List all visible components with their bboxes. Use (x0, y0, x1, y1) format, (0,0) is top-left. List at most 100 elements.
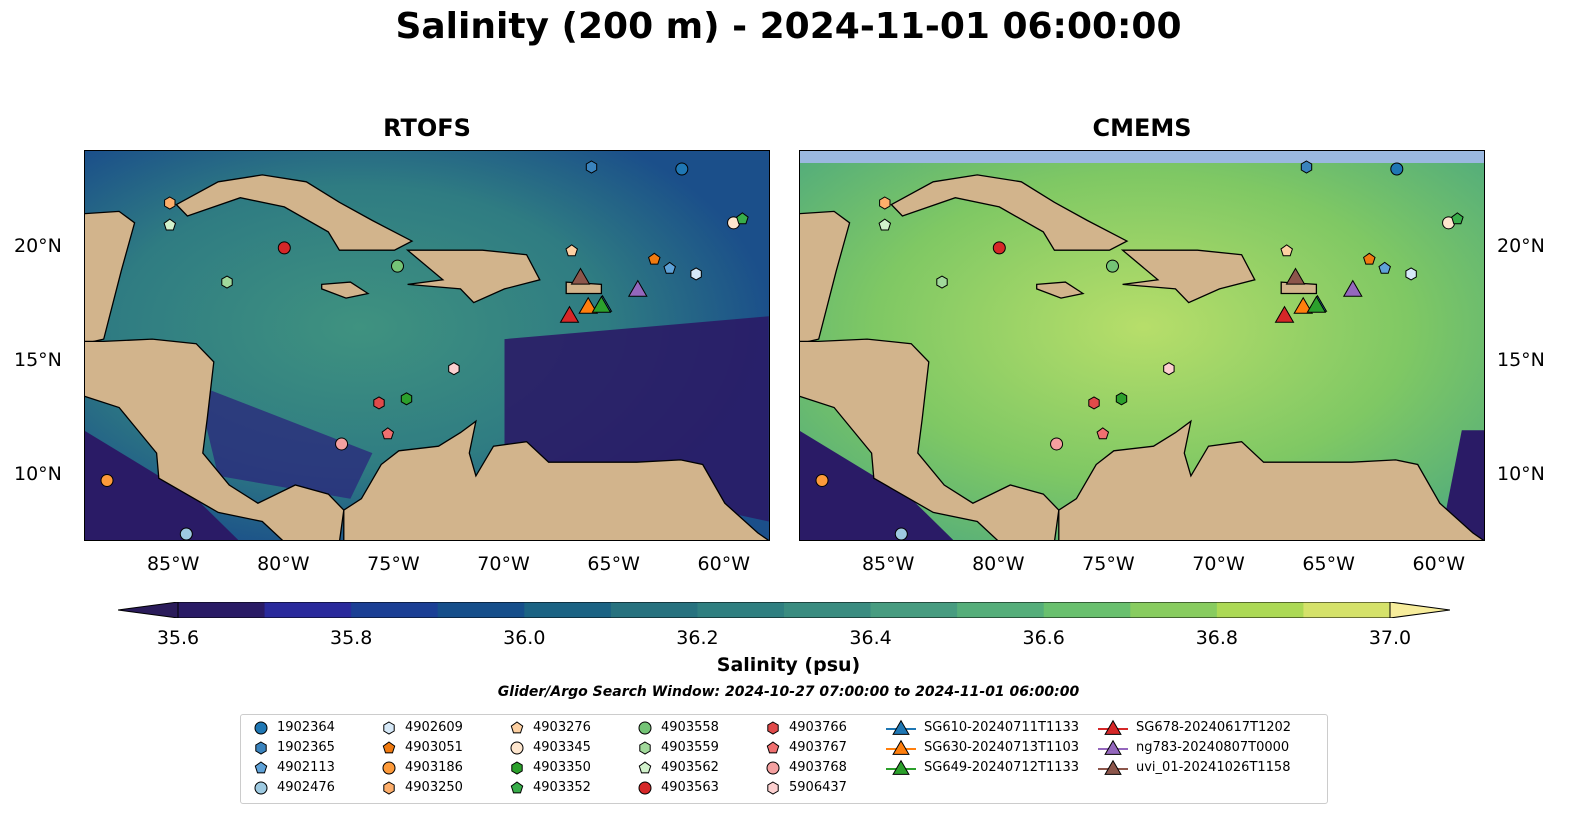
pentagon-marker-icon (510, 720, 524, 733)
argo-marker-4903766 (1088, 396, 1100, 410)
colorbar-bin (1303, 602, 1391, 618)
argo-marker-4903352 (736, 212, 749, 225)
colorbar-under-extension (118, 602, 179, 618)
hexagon-marker-icon (511, 760, 523, 775)
argo-marker-1902365 (585, 160, 598, 174)
legend-item-SG649-20240712T1133: SG649-20240712T1133 (886, 758, 1079, 778)
land-jam (1036, 281, 1085, 299)
glider-marker-SG678-20240617T1202 (1274, 305, 1295, 323)
argo-marker-4903276 (565, 244, 578, 257)
lon-tick-label: 85°W (146, 553, 200, 575)
legend-item-4903766: 4903766 (765, 718, 847, 738)
triangle-marker-icon (1098, 759, 1128, 775)
hexagon-marker-icon (383, 720, 395, 735)
pentagon-marker-icon (766, 740, 780, 753)
legend-item-4902113: 4902113 (253, 758, 335, 778)
colorbar-bin (351, 602, 439, 618)
colorbar-label: Salinity (psu) (716, 654, 861, 676)
colorbar-tick-label: 35.8 (329, 627, 373, 649)
legend-item-SG630-20240713T1103: SG630-20240713T1103 (886, 738, 1079, 758)
argo-marker-4903051 (1363, 252, 1376, 265)
legend-item-4903562: 4903562 (637, 758, 719, 778)
argo-marker-4903767 (381, 427, 395, 440)
lon-tick-label: 85°W (861, 553, 915, 575)
argo-marker-1902365 (1300, 160, 1313, 174)
colorbar-bin (784, 602, 872, 618)
argo-marker-4903350 (1115, 392, 1128, 406)
panel-title-cmems: CMEMS (1092, 114, 1192, 142)
colorbar-bin (1130, 602, 1218, 618)
colorbar (118, 602, 1450, 618)
argo-marker-4903559 (936, 275, 948, 289)
circle-marker-icon (766, 761, 780, 774)
legend-item-4903563: 4903563 (637, 778, 719, 798)
argo-marker-4902113 (663, 261, 676, 274)
rtofs-map (84, 150, 770, 541)
argo-marker-4902476 (894, 527, 908, 540)
legend-item-4902609: 4902609 (381, 718, 463, 738)
legend-item-4903350: 4903350 (509, 758, 591, 778)
map-canvas (800, 151, 1484, 540)
argo-marker-4903558 (390, 259, 404, 273)
argo-marker-5906437 (1163, 362, 1175, 376)
argo-marker-4902113 (1378, 261, 1391, 274)
argo-marker-4902609 (690, 267, 702, 281)
land-cuba (175, 174, 414, 251)
triangle-marker-icon (1098, 739, 1128, 755)
figure-title: Salinity (200 m) - 2024-11-01 06:00:00 (395, 6, 1182, 47)
argo-marker-4903767 (1096, 427, 1110, 440)
land-hisp (1120, 249, 1256, 304)
lon-tick-label: 70°W (477, 553, 530, 575)
argo-marker-1902364 (1390, 162, 1404, 176)
colorbar-over-extension (1389, 602, 1450, 618)
circle-marker-icon (254, 781, 268, 794)
legend-item-ng783-20240807T0000: ng783-20240807T0000 (1098, 738, 1289, 758)
legend-item-SG610-20240711T1133: SG610-20240711T1133 (886, 718, 1079, 738)
land-sam (343, 419, 769, 540)
colorbar-tick-label: 36.8 (1195, 627, 1238, 649)
pacific-ocean (800, 430, 954, 540)
glider-marker-SG678-20240617T1202 (559, 305, 580, 323)
triangle-marker-icon (886, 719, 916, 735)
land-cam (800, 338, 1060, 540)
legend-item-4903352: 4903352 (509, 778, 591, 798)
lon-tick-label: 60°W (1412, 553, 1465, 575)
argo-marker-4903562 (163, 218, 177, 231)
lat-tick-label-right: 15°N (1497, 348, 1545, 371)
panel-title-rtofs: RTOFS (383, 114, 471, 142)
lat-tick-label-right: 10°N (1497, 462, 1545, 485)
circle-marker-icon (638, 781, 652, 794)
circle-marker-icon (510, 741, 524, 754)
legend-item-4903186: 4903186 (381, 758, 463, 778)
legend-item-4903250: 4903250 (381, 778, 463, 798)
land-hisp (405, 249, 541, 304)
legend-item-4903345: 4903345 (509, 738, 591, 758)
legend-item-4903767: 4903767 (765, 738, 847, 758)
lat-tick-label-left: 15°N (14, 348, 62, 371)
argo-marker-4903563 (992, 241, 1006, 255)
circle-marker-icon (638, 721, 652, 734)
argo-marker-4902609 (1405, 267, 1417, 281)
colorbar-tick-label: 35.6 (156, 627, 200, 649)
colorbar-bin (1216, 602, 1304, 618)
colorbar-bin (870, 602, 958, 618)
hexagon-marker-icon (383, 780, 395, 795)
colorbar-bin (264, 602, 352, 618)
colorbar-tick-label: 36.2 (676, 627, 719, 649)
legend-item-4903768: 4903768 (765, 758, 847, 778)
lat-tick-label-left: 20°N (14, 234, 62, 257)
lon-tick-label: 75°W (1082, 553, 1135, 575)
colorbar-tick-label: 36.6 (1022, 627, 1065, 649)
legend-item-5906437: 5906437 (765, 778, 847, 798)
glider-marker-ng783-20240807T0000 (1342, 279, 1363, 297)
lat-tick-label-left: 10°N (14, 462, 62, 485)
glider-marker-uvi_01-20241026T1158 (570, 267, 591, 285)
cmems-map (799, 150, 1485, 541)
land-yuc (800, 210, 851, 345)
map-canvas (85, 151, 769, 540)
glider-marker-SG630-20240713T1103 (578, 296, 599, 314)
circle-marker-icon (254, 721, 268, 734)
legend-item-1902365: 1902365 (253, 738, 335, 758)
argo-marker-4903051 (648, 252, 661, 265)
